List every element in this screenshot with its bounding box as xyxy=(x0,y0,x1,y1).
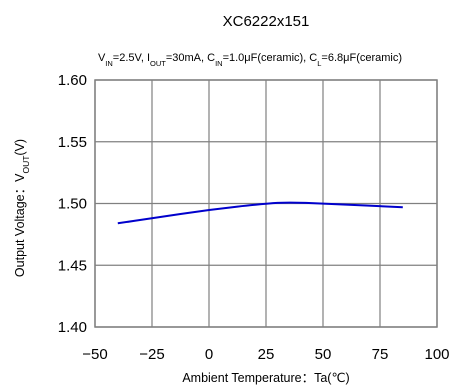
series-line xyxy=(117,201,403,225)
x-tick-label: 0 xyxy=(205,346,213,363)
x-tick-label: −50 xyxy=(82,346,107,363)
x-tick-label: 50 xyxy=(315,346,332,363)
y-tick-label: 1.45 xyxy=(58,257,87,274)
chart-subtitle: VIN=2.5V, IOUT=30mA, CIN=1.0μF(ceramic),… xyxy=(98,52,402,68)
x-tick-label: 100 xyxy=(424,346,449,363)
x-tick-label: 25 xyxy=(258,346,275,363)
x-axis-ticks: −50 −25 0 25 50 75 100 xyxy=(82,346,449,363)
x-tick-label: 75 xyxy=(372,346,389,363)
x-axis-label: Ambient Temperature：Ta(℃) xyxy=(182,371,349,385)
y-tick-label: 1.50 xyxy=(58,196,87,213)
y-tick-label: 1.40 xyxy=(58,319,87,336)
plot-border xyxy=(94,79,438,328)
chart-title: XC6222x151 xyxy=(223,13,310,30)
plot-frame xyxy=(94,79,438,328)
y-tick-label: 1.60 xyxy=(58,72,87,89)
y-axis-label: Output Voltage：VOUT(V) xyxy=(13,139,31,277)
y-axis-ticks: 1.60 1.55 1.50 1.45 1.40 xyxy=(58,72,87,336)
series-layer xyxy=(117,201,403,225)
x-tick-label: −25 xyxy=(139,346,164,363)
y-tick-label: 1.55 xyxy=(58,134,87,151)
